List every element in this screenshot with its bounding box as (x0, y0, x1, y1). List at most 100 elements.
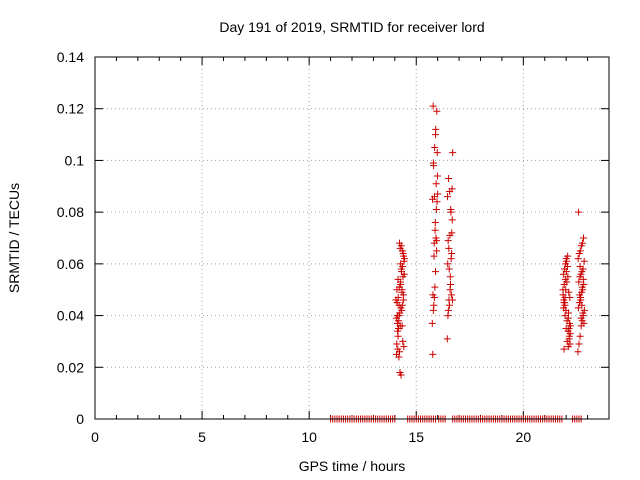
data-point (447, 291, 455, 299)
x-axis-label: GPS time / hours (299, 458, 406, 474)
data-point (444, 260, 452, 268)
chart-title: Day 191 of 2019, SRMTID for receiver lor… (219, 19, 484, 35)
data-point (430, 301, 438, 309)
data-point (575, 278, 583, 286)
x-tick-label: 20 (516, 429, 532, 445)
data-point (565, 335, 573, 343)
data-point (575, 340, 583, 348)
x-tick-label: 10 (301, 429, 317, 445)
data-point (576, 247, 584, 255)
data-point (446, 286, 454, 294)
data-point (399, 337, 407, 345)
data-point (397, 268, 405, 276)
y-tick-label: 0.08 (57, 204, 84, 220)
data-point (564, 314, 572, 322)
data-point (395, 301, 403, 309)
data-point (399, 273, 407, 281)
data-point (394, 293, 402, 301)
data-point (446, 231, 454, 239)
data-point (575, 208, 583, 216)
data-point (432, 206, 440, 214)
data-point (566, 340, 574, 348)
data-point (563, 262, 571, 270)
data-point (398, 286, 406, 294)
data-point (433, 247, 441, 255)
data-point (576, 332, 584, 340)
data-point (448, 216, 456, 224)
data-point (399, 296, 407, 304)
data-point (448, 185, 456, 193)
data-point (431, 226, 439, 234)
data-point (562, 286, 570, 294)
data-point (448, 296, 456, 304)
data-point (428, 319, 436, 327)
data-point (560, 304, 568, 312)
data-point (580, 319, 588, 327)
data-point (563, 278, 571, 286)
y-axis-label: SRMTID / TECUs (6, 183, 22, 293)
data-point (397, 242, 405, 250)
y-tick-label: 0.1 (65, 152, 85, 168)
data-point (566, 319, 574, 327)
y-tick-label: 0.06 (57, 256, 84, 272)
data-point (396, 278, 404, 286)
data-point (579, 309, 587, 317)
data-point (577, 314, 585, 322)
data-point (578, 301, 586, 309)
y-tick-label: 0.12 (57, 101, 84, 117)
data-point (430, 239, 438, 247)
x-tick-label: 5 (198, 429, 206, 445)
data-point (429, 291, 437, 299)
data-point (431, 283, 439, 291)
data-point (576, 262, 584, 270)
data-point (447, 255, 455, 263)
data-point (429, 102, 437, 110)
data-point (432, 268, 440, 276)
data-point (447, 208, 455, 216)
data-point (446, 273, 454, 281)
data-point (431, 218, 439, 226)
y-tick-label: 0.02 (57, 359, 84, 375)
data-point (579, 275, 587, 283)
data-point (445, 244, 453, 252)
data-point (433, 149, 441, 157)
data-point (393, 312, 401, 320)
grid (95, 57, 609, 419)
data-point (566, 330, 574, 338)
data-point (393, 340, 401, 348)
data-point (431, 144, 439, 151)
data-point (394, 332, 402, 340)
data-point (574, 348, 582, 356)
data-point (576, 291, 584, 299)
data-point (395, 317, 403, 325)
data-point (433, 172, 441, 180)
plot-frame (94, 56, 610, 420)
data-point (397, 260, 405, 268)
data-point (578, 283, 586, 291)
x-tick-label: 15 (408, 429, 424, 445)
data-point (444, 312, 452, 320)
data-point (432, 180, 440, 188)
data-point (398, 247, 406, 255)
data-point (397, 371, 405, 379)
data-point (561, 293, 569, 301)
data-point (444, 237, 452, 245)
data-point (432, 234, 440, 242)
data-point (445, 175, 453, 183)
data-point (443, 335, 451, 343)
data-point (432, 131, 440, 139)
y-tick-label: 0 (76, 411, 84, 427)
data-point (562, 268, 570, 276)
data-point (430, 252, 438, 260)
data-point (445, 265, 453, 273)
data-point (577, 296, 585, 304)
tick-labels: 0 5 10 15 20 0 0.02 0.04 0.06 0.08 0.1 0.12 0.14 (57, 49, 532, 445)
data-point (400, 343, 408, 351)
y-tick-label: 0.14 (57, 49, 84, 65)
data-point (560, 345, 568, 353)
data-point (565, 325, 573, 332)
data-point (449, 149, 457, 157)
data-point (429, 350, 437, 358)
